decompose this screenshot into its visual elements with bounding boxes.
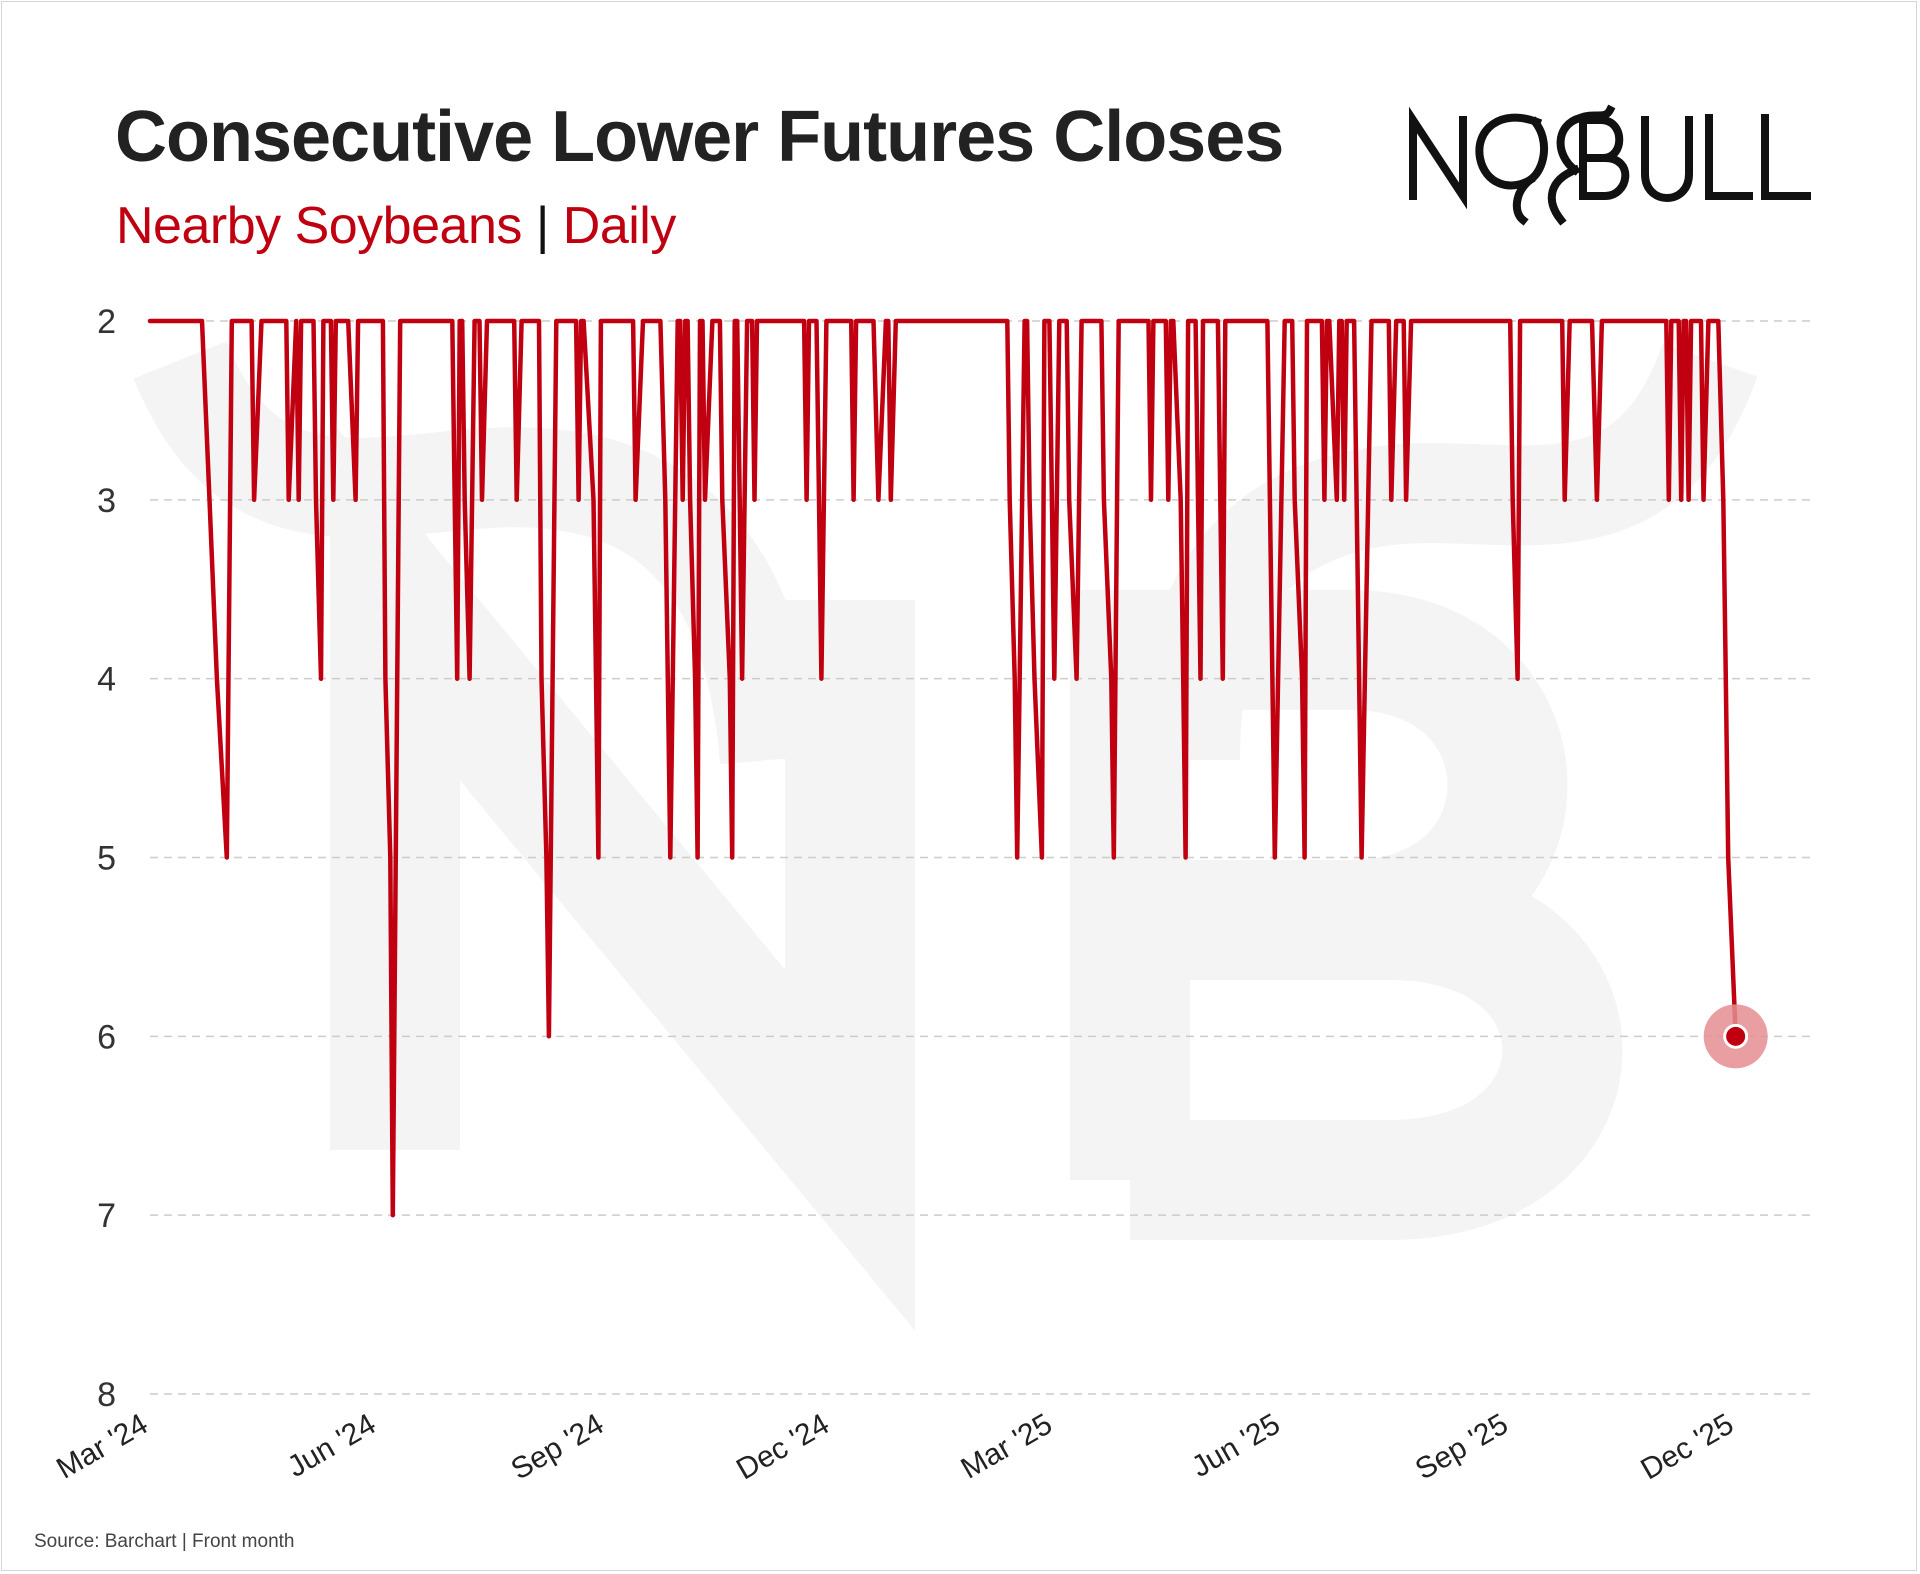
latest-value-point bbox=[1723, 1023, 1749, 1049]
x-tick-label-0: Mar '24 bbox=[51, 1407, 153, 1485]
y-tick-label-6: 6 bbox=[97, 1018, 116, 1056]
y-tick-label-2: 2 bbox=[97, 303, 116, 341]
x-tick-label-7: Dec '25 bbox=[1635, 1407, 1739, 1486]
series-line-0 bbox=[147, 318, 1738, 1218]
x-tick-label-3: Dec '24 bbox=[731, 1407, 835, 1486]
y-tick-label-4: 4 bbox=[97, 661, 116, 699]
x-axis-ticks: Mar '24 Jun '24 Sep '24 Dec '24 Mar '25 Jun '… bbox=[51, 1407, 1739, 1486]
y-tick-label-8: 8 bbox=[97, 1376, 116, 1414]
chart-subtitle: Nearby Soybeans | Daily bbox=[116, 196, 676, 256]
x-tick-label-6: Sep '25 bbox=[1410, 1407, 1514, 1486]
series-line-group bbox=[147, 318, 1738, 1218]
y-tick-label-5: 5 bbox=[97, 840, 116, 878]
no-bull-watermark-logo bbox=[133, 340, 1758, 1331]
y-tick-label-3: 3 bbox=[97, 482, 116, 520]
y-tick-label-7: 7 bbox=[97, 1197, 116, 1235]
no-bull-logo bbox=[1409, 104, 1811, 226]
x-tick-label-5: Jun '25 bbox=[1186, 1407, 1285, 1483]
source-note: Source: Barchart | Front month bbox=[34, 1531, 295, 1552]
latest-value-marker-group bbox=[1703, 1004, 1768, 1069]
subtitle-frequency: Daily bbox=[562, 197, 677, 255]
chart-title: Consecutive Lower Futures Closes bbox=[115, 97, 1284, 177]
subtitle-series: Nearby Soybeans bbox=[116, 197, 522, 255]
x-tick-label-4: Mar '25 bbox=[955, 1407, 1057, 1485]
subtitle-separator: | bbox=[535, 197, 550, 255]
y-axis-ticks: 2 3 4 5 6 7 8 bbox=[97, 303, 116, 1414]
x-tick-label-1: Jun '24 bbox=[282, 1407, 381, 1483]
x-tick-label-2: Sep '24 bbox=[506, 1407, 610, 1486]
